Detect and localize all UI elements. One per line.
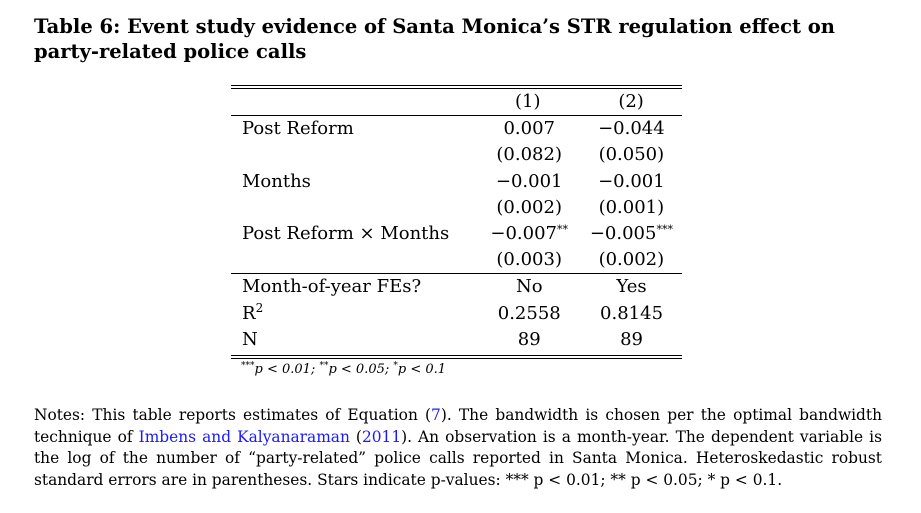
sig-text-1: p < 0.01; xyxy=(254,362,320,377)
table-caption-label: Table 6: xyxy=(34,15,121,38)
se-value: (0.002) xyxy=(598,249,665,271)
table-row-se: (0.003) (0.002) xyxy=(231,247,682,273)
coef-cell: −0.007** xyxy=(478,221,581,247)
table-notes: Notes: This table reports estimates of E… xyxy=(34,405,882,491)
coefficient-block: Post Reform 0.007 −0.044 (0.082) (0.050)… xyxy=(231,116,682,273)
column-header-1: (1) xyxy=(515,91,541,113)
notes-part-4: ). An observation is a month-year. The d… xyxy=(34,427,882,489)
sig-stars-1: *** xyxy=(241,361,255,371)
table-row: Months −0.001 −0.001 xyxy=(231,169,682,195)
table-row: Post Reform 0.007 −0.044 xyxy=(231,116,682,142)
table-row-se: (0.082) (0.050) xyxy=(231,142,682,168)
stats-value: 89 xyxy=(620,328,643,350)
column-header-2: (2) xyxy=(618,91,644,113)
significance-stars: *** xyxy=(656,223,673,237)
stats-value: Yes xyxy=(616,276,647,298)
table-top-rule xyxy=(231,85,682,89)
table-row: Post Reform × Months −0.007** −0.005*** xyxy=(231,221,682,247)
se-value: (0.082) xyxy=(496,144,562,166)
header-empty-cell xyxy=(231,89,475,115)
notes-part-2: ). The bandwidth is chosen per the optim… xyxy=(34,406,882,446)
coef-cell: −0.005*** xyxy=(581,221,682,247)
se-value: (0.050) xyxy=(598,144,665,166)
se-value: (0.003) xyxy=(496,249,562,271)
row-label-months: Months xyxy=(242,170,311,192)
table-caption: Table 6: Event study evidence of Santa M… xyxy=(34,14,894,64)
regression-table-body: (1) (2) xyxy=(231,89,682,115)
table-header-row: (1) (2) xyxy=(231,89,682,115)
coef-value: −0.044 xyxy=(598,118,665,140)
stats-rule xyxy=(231,273,682,275)
stats-row: Month-of-year FEs? No Yes xyxy=(231,274,682,300)
table-bottom-rule xyxy=(231,354,682,359)
significance-stars: ** xyxy=(557,223,569,237)
stats-label-fes: Month-of-year FEs? xyxy=(242,276,422,298)
sig-stars-2: ** xyxy=(319,361,329,371)
se-value: (0.001) xyxy=(598,196,665,218)
notes-part-3: ( xyxy=(349,427,362,446)
citation-year-link[interactable]: 2011 xyxy=(361,427,402,446)
citation-authors-link[interactable]: Imbens and Kalyanaraman xyxy=(138,427,350,446)
table-caption-text: Event study evidence of Santa Monica’s S… xyxy=(34,15,835,63)
stats-value: 0.2558 xyxy=(497,302,561,324)
r2-base: R xyxy=(242,302,256,324)
notes-part-1: Notes: This table reports estimates of E… xyxy=(34,406,432,424)
coef-cell: 0.007 xyxy=(478,116,581,142)
row-label-post-reform: Post Reform xyxy=(242,118,354,140)
stats-value: 0.8145 xyxy=(600,302,664,324)
stats-value: 89 xyxy=(517,328,541,350)
coef-cell: −0.044 xyxy=(581,116,682,142)
coef-cell: −0.001 xyxy=(581,169,682,195)
r2-superscript: 2 xyxy=(255,300,264,315)
coef-cell: −0.001 xyxy=(478,169,581,195)
stats-block: Month-of-year FEs? No Yes R2 0.2558 0.81… xyxy=(231,274,682,353)
significance-note: ***p < 0.01; **p < 0.05; *p < 0.1 xyxy=(241,361,447,378)
coef-value: −0.001 xyxy=(495,170,563,192)
coef-value: −0.001 xyxy=(598,170,665,192)
stats-row: R2 0.2558 0.8145 xyxy=(231,301,682,327)
se-value: (0.002) xyxy=(496,196,562,218)
stats-row: N 89 89 xyxy=(231,327,682,353)
sig-stars-3: * xyxy=(393,361,398,371)
equation-link[interactable]: 7 xyxy=(431,406,441,424)
coef-value: −0.007 xyxy=(490,223,558,245)
row-label-interaction: Post Reform × Months xyxy=(242,223,450,245)
stats-label-r2: R2 xyxy=(231,301,477,327)
regression-table: (1) (2) Post Reform 0.007 −0.044 (0.082)… xyxy=(231,85,682,359)
stats-label-n: N xyxy=(242,328,258,350)
sig-text-3: p < 0.1 xyxy=(397,362,447,377)
table-row-se: (0.002) (0.001) xyxy=(231,195,682,221)
coef-value: 0.007 xyxy=(503,118,555,140)
stats-value: No xyxy=(515,276,543,298)
coef-value: −0.005 xyxy=(589,223,657,245)
sig-text-2: p < 0.05; xyxy=(328,362,394,377)
header-rule xyxy=(231,115,682,117)
